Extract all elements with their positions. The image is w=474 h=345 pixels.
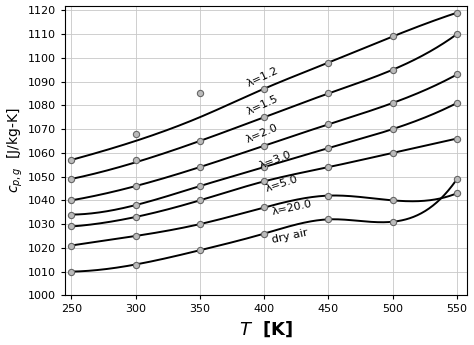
Text: dry air: dry air: [271, 227, 309, 245]
Text: λ=5.0: λ=5.0: [264, 174, 299, 194]
X-axis label: $T$  [K]: $T$ [K]: [239, 320, 293, 339]
Text: λ=1.5: λ=1.5: [245, 94, 280, 117]
Text: λ=20.0: λ=20.0: [271, 198, 312, 217]
Text: λ=1.2: λ=1.2: [245, 65, 280, 88]
Text: λ=3.0: λ=3.0: [258, 149, 292, 171]
Text: λ=2.0: λ=2.0: [245, 123, 280, 145]
Y-axis label: $c_{p,g}$  [J/kg-K]: $c_{p,g}$ [J/kg-K]: [6, 108, 25, 193]
